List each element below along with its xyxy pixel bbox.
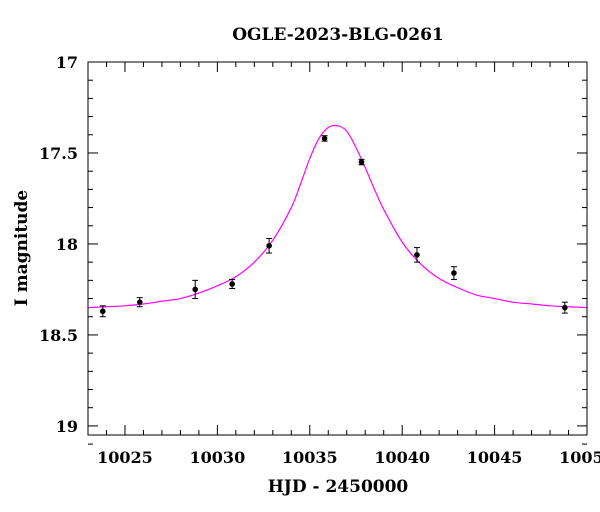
y-tick-label: 17: [56, 53, 78, 72]
data-point: [451, 270, 457, 276]
data-points-layer: [99, 135, 568, 318]
y-axis-label: I magnitude: [12, 190, 32, 307]
data-point: [136, 299, 143, 305]
x-tick-label: 10050: [559, 448, 600, 467]
data-point: [266, 242, 272, 249]
y-tick-label: 19: [56, 417, 78, 436]
y-tick-label: 17.5: [39, 144, 78, 163]
data-point: [358, 159, 365, 165]
tick-labels: 10025 10030 10035 10040 10045 10050 17 17.5 18 18…: [39, 53, 600, 467]
data-point: [414, 252, 420, 258]
x-tick-label: 10025: [97, 448, 153, 467]
x-tick-label: 10040: [374, 448, 430, 467]
y-tick-label: 18: [56, 235, 78, 254]
data-point: [99, 308, 106, 315]
chart-title: OGLE-2023-BLG-0261: [232, 25, 444, 45]
data-point: [229, 281, 235, 287]
model-curve: [87, 124, 588, 309]
y-tick-label: 18.5: [39, 326, 78, 345]
x-tick-label: 10045: [467, 448, 523, 467]
plot-frame: [87, 61, 588, 436]
data-point: [562, 304, 568, 311]
data-point: [192, 286, 198, 293]
data-point: [321, 135, 328, 142]
x-tick-label: 10030: [190, 448, 246, 467]
axis-ticks: [87, 61, 588, 445]
x-axis-label: HJD - 2450000: [268, 477, 409, 497]
model-curve-layer: [87, 124, 588, 309]
x-tick-label: 10035: [282, 448, 338, 467]
